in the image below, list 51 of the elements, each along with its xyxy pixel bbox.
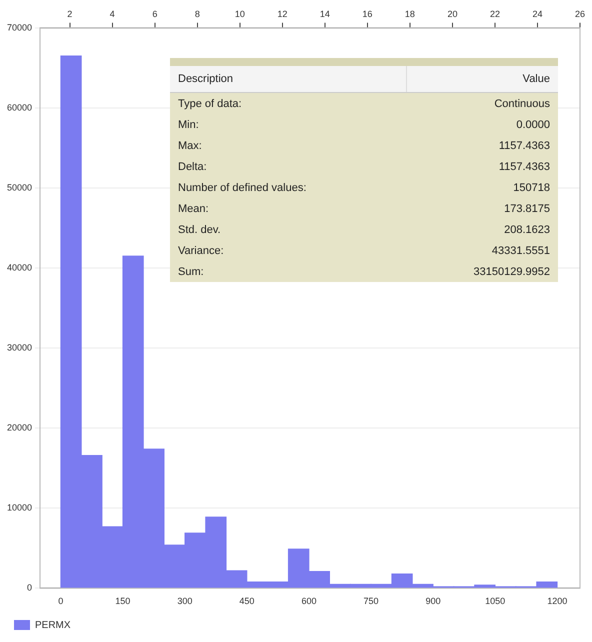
annotation: Delta: bbox=[177, 160, 208, 174]
x2-tick-label: 10 bbox=[234, 8, 245, 19]
legend-label: PERMX bbox=[35, 620, 71, 631]
x2-tick-label: 16 bbox=[362, 8, 372, 19]
x2-tick-label: 6 bbox=[152, 8, 158, 19]
x2-tick-label: 26 bbox=[574, 8, 586, 19]
x-tick-label: 450 bbox=[239, 596, 254, 606]
annotation: Description bbox=[170, 66, 407, 92]
annotation: 43331.5551 bbox=[490, 244, 551, 258]
annotation: 208.1623 bbox=[503, 222, 551, 238]
annotation: Max: bbox=[177, 138, 203, 154]
annotation: Continuous bbox=[493, 96, 551, 112]
x-tick-label: 1050 bbox=[485, 596, 506, 606]
x2-tick-label: 24 bbox=[532, 8, 542, 19]
x-tick-label: 300 bbox=[177, 596, 192, 606]
annotation: Sum: bbox=[177, 264, 205, 280]
x2-tick-label: 20 bbox=[447, 8, 458, 19]
x2-tick-label: 4 bbox=[110, 8, 115, 19]
annotation: 1157.4363 bbox=[498, 160, 551, 174]
x-tick-label: 0 bbox=[58, 596, 64, 606]
x-tick-label: 600 bbox=[301, 596, 316, 606]
annotation: 1157.4363 bbox=[498, 138, 551, 154]
y-tick-label: 70000 bbox=[6, 22, 32, 32]
annotation: Std. dev. bbox=[177, 222, 222, 238]
y-tick-label: 50000 bbox=[6, 182, 32, 192]
annotation: 0.0000 bbox=[515, 118, 551, 132]
x-tick-label: 1200 bbox=[547, 596, 568, 606]
y-tick-label: 60000 bbox=[6, 102, 32, 112]
x-tick-label: 900 bbox=[426, 596, 441, 606]
annotation: 173.8175 bbox=[503, 202, 551, 216]
y-tick-label: 0 bbox=[27, 582, 32, 593]
y-tick-label: 20000 bbox=[6, 422, 32, 433]
y-tick-label: 30000 bbox=[6, 342, 32, 353]
annotation: Value bbox=[406, 66, 558, 92]
y-tick-label: 10000 bbox=[6, 502, 32, 513]
x-tick-label: 150 bbox=[115, 596, 130, 606]
x2-tick-label: 22 bbox=[490, 8, 500, 19]
annotation: Min: bbox=[177, 118, 200, 132]
annotation: Mean: bbox=[177, 202, 210, 216]
annotation: 33150129.9952 bbox=[472, 264, 551, 280]
annotation: 150718 bbox=[512, 180, 551, 196]
annotation: Number of defined values: bbox=[177, 180, 308, 196]
annotation: Variance: bbox=[177, 244, 225, 258]
x2-tick-label: 14 bbox=[320, 8, 330, 19]
x-tick-label: 750 bbox=[364, 596, 379, 606]
x2-tick-label: 18 bbox=[404, 8, 415, 19]
x2-tick-label: 8 bbox=[194, 8, 200, 19]
x2-tick-label: 2 bbox=[67, 8, 72, 19]
x2-tick-label: 12 bbox=[277, 8, 288, 19]
y-tick-label: 40000 bbox=[6, 262, 32, 272]
annotation: Type of data: bbox=[177, 96, 243, 112]
